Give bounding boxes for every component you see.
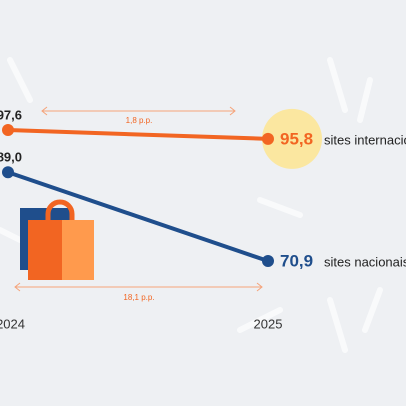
- x-tick-label: 2024: [0, 316, 25, 331]
- bag-icon: [20, 199, 94, 280]
- value-label: 70,9: [280, 252, 313, 271]
- line: [7, 170, 269, 263]
- x-tick-label: 2025: [254, 316, 283, 331]
- point: [2, 166, 14, 179]
- annotation: 1,8 p.p.: [126, 116, 153, 125]
- series-name: sites internacionais: [324, 132, 406, 147]
- series-name: sites nacionais: [324, 254, 406, 269]
- highlight: [262, 108, 322, 169]
- annotation: 18,1 p.p.: [123, 293, 154, 302]
- value-label: 97,6: [0, 107, 22, 122]
- value-label: 95,8: [280, 129, 313, 148]
- decor-rays: [0, 57, 383, 353]
- point: [262, 132, 274, 145]
- point: [262, 255, 274, 268]
- value-label: 89,0: [0, 150, 22, 165]
- arrows: [14, 106, 263, 292]
- line: [7, 128, 269, 141]
- point: [2, 124, 14, 137]
